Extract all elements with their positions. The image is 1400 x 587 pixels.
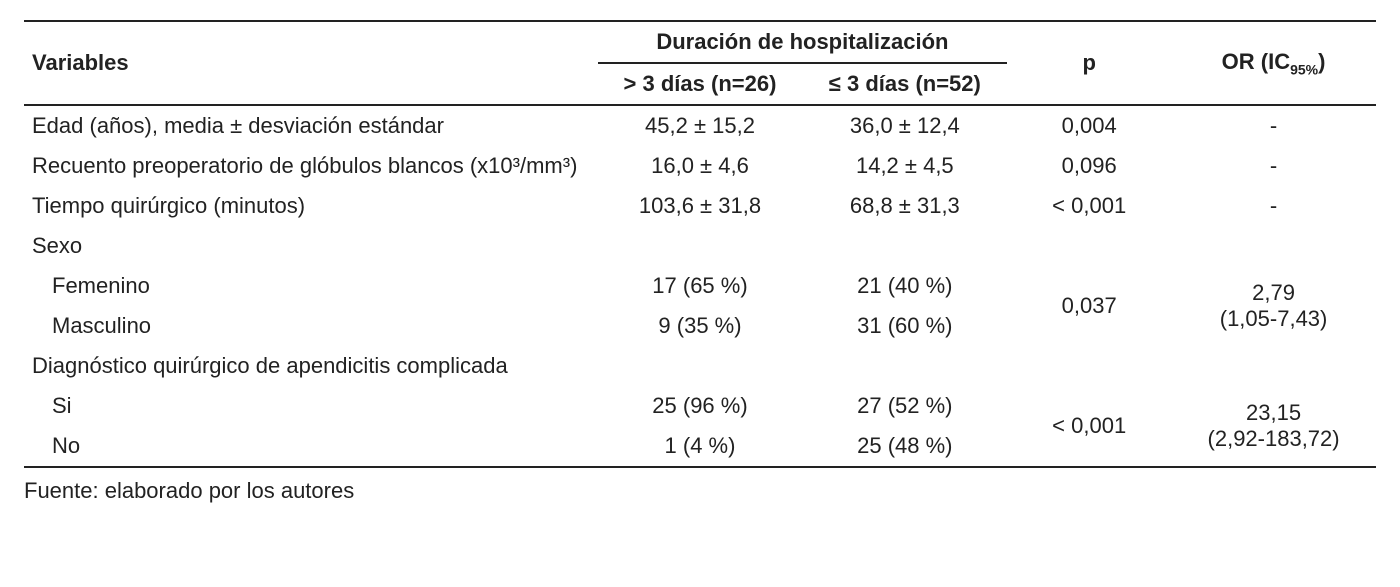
- header-or: OR (IC95%): [1171, 21, 1376, 105]
- cell-p: 0,004: [1007, 105, 1171, 146]
- section-sexo: Sexo: [24, 226, 1376, 266]
- header-or-sub: 95%: [1290, 61, 1318, 77]
- header-or-post: ): [1318, 49, 1325, 74]
- cell-gt3: 17 (65 %): [598, 266, 803, 306]
- header-le3: ≤ 3 días (n=52): [802, 63, 1007, 105]
- cell-le3: 27 (52 %): [802, 386, 1007, 426]
- or-value: 2,79: [1252, 280, 1295, 305]
- cell-or: 23,15 (2,92-183,72): [1171, 386, 1376, 467]
- table-row: Diagnóstico quirúrgico de apendicitis co…: [24, 346, 1376, 386]
- cell-p: < 0,001: [1007, 386, 1171, 467]
- cell-label: No: [24, 426, 598, 467]
- or-ci: (2,92-183,72): [1208, 426, 1340, 451]
- table-row: Sexo: [24, 226, 1376, 266]
- cell-or: -: [1171, 186, 1376, 226]
- cell-gt3: 25 (96 %): [598, 386, 803, 426]
- cell-label: Si: [24, 386, 598, 426]
- header-duration: Duración de hospitalización: [598, 21, 1008, 63]
- table-row: Si 25 (96 %) 27 (52 %) < 0,001 23,15 (2,…: [24, 386, 1376, 426]
- cell-label: Tiempo quirúrgico (minutos): [24, 186, 598, 226]
- cell-p: 0,037: [1007, 266, 1171, 346]
- table-row: Recuento preoperatorio de glóbulos blanc…: [24, 146, 1376, 186]
- cell-gt3: 45,2 ± 15,2: [598, 105, 803, 146]
- cell-le3: 14,2 ± 4,5: [802, 146, 1007, 186]
- table-footer: Fuente: elaborado por los autores: [24, 478, 1376, 504]
- cell-or: -: [1171, 105, 1376, 146]
- results-table: Variables Duración de hospitalización p …: [24, 20, 1376, 468]
- cell-gt3: 1 (4 %): [598, 426, 803, 467]
- table-row: Tiempo quirúrgico (minutos) 103,6 ± 31,8…: [24, 186, 1376, 226]
- cell-gt3: 9 (35 %): [598, 306, 803, 346]
- header-gt3: > 3 días (n=26): [598, 63, 803, 105]
- section-dx: Diagnóstico quirúrgico de apendicitis co…: [24, 346, 1376, 386]
- cell-or: 2,79 (1,05-7,43): [1171, 266, 1376, 346]
- cell-gt3: 103,6 ± 31,8: [598, 186, 803, 226]
- cell-label: Masculino: [24, 306, 598, 346]
- or-ci: (1,05-7,43): [1220, 306, 1328, 331]
- cell-p: 0,096: [1007, 146, 1171, 186]
- header-or-pre: OR (IC: [1222, 49, 1290, 74]
- table-row: Femenino 17 (65 %) 21 (40 %) 0,037 2,79 …: [24, 266, 1376, 306]
- cell-le3: 68,8 ± 31,3: [802, 186, 1007, 226]
- cell-gt3: 16,0 ± 4,6: [598, 146, 803, 186]
- cell-label: Femenino: [24, 266, 598, 306]
- cell-label: Edad (años), media ± desviación estándar: [24, 105, 598, 146]
- cell-or: -: [1171, 146, 1376, 186]
- header-variables: Variables: [24, 21, 598, 105]
- or-value: 23,15: [1246, 400, 1301, 425]
- cell-p: < 0,001: [1007, 186, 1171, 226]
- cell-le3: 21 (40 %): [802, 266, 1007, 306]
- header-p: p: [1007, 21, 1171, 105]
- cell-label: Recuento preoperatorio de glóbulos blanc…: [24, 146, 598, 186]
- cell-le3: 25 (48 %): [802, 426, 1007, 467]
- cell-le3: 36,0 ± 12,4: [802, 105, 1007, 146]
- cell-le3: 31 (60 %): [802, 306, 1007, 346]
- table-row: Edad (años), media ± desviación estándar…: [24, 105, 1376, 146]
